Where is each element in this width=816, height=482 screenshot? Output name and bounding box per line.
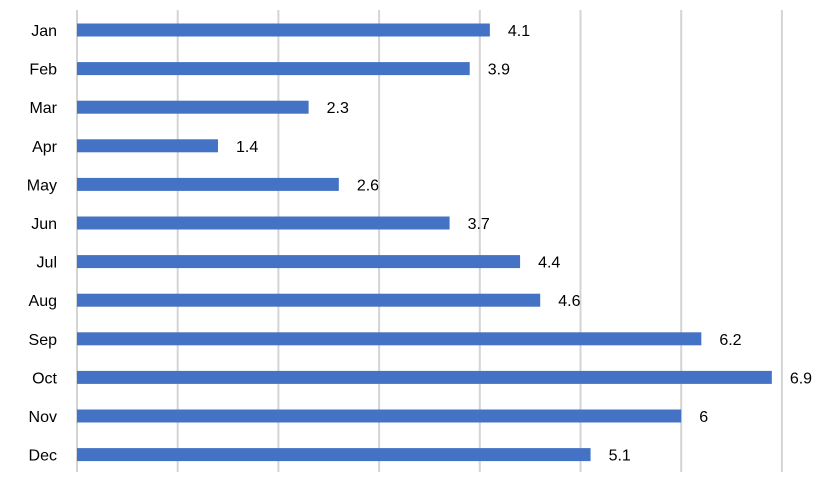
category-label-aug: Aug [29,293,57,310]
bar-jul [77,255,521,269]
bar-nov [77,409,682,423]
category-label-dec: Dec [29,448,57,465]
category-label-sep: Sep [29,332,58,349]
data-label-jan: 4.1 [508,23,530,40]
data-label-mar: 2.3 [327,100,349,117]
data-label-aug: 4.6 [558,293,580,310]
data-labels: 4.1 3.9 2.3 1.4 2.6 3.7 4.4 4.6 6.2 6.9 6 5.1 [236,23,812,465]
bar-mar [77,100,309,114]
bar-jun [77,216,450,230]
data-label-feb: 3.9 [488,62,510,79]
category-label-jan: Jan [31,23,57,40]
category-label-jul: Jul [37,255,57,272]
category-label-oct: Oct [32,370,57,387]
bars [77,23,772,462]
data-label-jul: 4.4 [538,255,560,272]
category-label-may: May [27,177,57,194]
category-label-nov: Nov [29,409,57,426]
bar-oct [77,370,772,384]
gridlines [76,10,783,472]
bar-apr [77,139,218,153]
category-label-jun: Jun [31,216,57,233]
data-label-jun: 3.7 [468,216,490,233]
category-label-mar: Mar [29,100,57,117]
data-label-nov: 6 [699,409,708,426]
bar-dec [77,448,591,462]
data-label-apr: 1.4 [236,139,258,156]
category-label-apr: Apr [32,139,58,156]
data-label-dec: 5.1 [609,448,631,465]
data-label-may: 2.6 [357,177,379,194]
data-label-sep: 6.2 [719,332,741,349]
category-labels: Jan Feb Mar Apr May Jun Jul Aug Sep Oct Nov Dec [27,23,58,465]
bar-aug [77,293,541,307]
bar-jan [77,23,490,37]
bar-feb [77,62,470,76]
category-label-feb: Feb [29,62,57,79]
bar-sep [77,332,702,346]
bar-may [77,177,339,191]
data-label-oct: 6.9 [790,370,812,387]
